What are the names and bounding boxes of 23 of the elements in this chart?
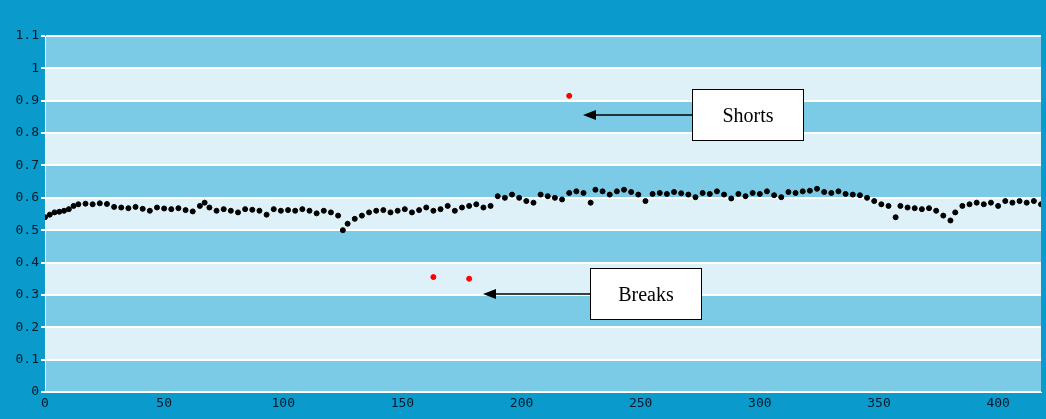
x-tick-label: 250: [628, 395, 653, 411]
y-tick-label: 0.9: [15, 92, 39, 108]
y-tick-label: 0.4: [15, 253, 40, 269]
y-tick-label: 0.1: [15, 351, 39, 367]
x-tick-label: 400: [986, 395, 1010, 411]
y-tick-label: 0.5: [15, 221, 39, 237]
y-tick-label: 0.3: [15, 286, 39, 302]
x-tick-label: 100: [271, 395, 296, 411]
annotation: Shorts: [692, 89, 804, 141]
annotation: Breaks: [590, 268, 702, 320]
x-tick-label: 0: [41, 395, 49, 411]
x-tick-label: 350: [867, 395, 891, 411]
y-tick-label: 0.2: [15, 318, 39, 334]
y-tick-label: 1.1: [15, 27, 39, 43]
x-tick-label: 300: [748, 395, 772, 411]
x-tick-label: 150: [390, 395, 415, 411]
x-tick-label: 50: [156, 395, 172, 411]
y-tick-label: 0: [31, 383, 39, 399]
y-tick-label: 0.8: [15, 124, 39, 140]
y-tick-label: 0.6: [15, 189, 39, 205]
y-tick-label: 0.7: [15, 156, 39, 172]
y-tick-label: 1: [31, 59, 39, 75]
x-tick-label: 200: [509, 395, 534, 411]
